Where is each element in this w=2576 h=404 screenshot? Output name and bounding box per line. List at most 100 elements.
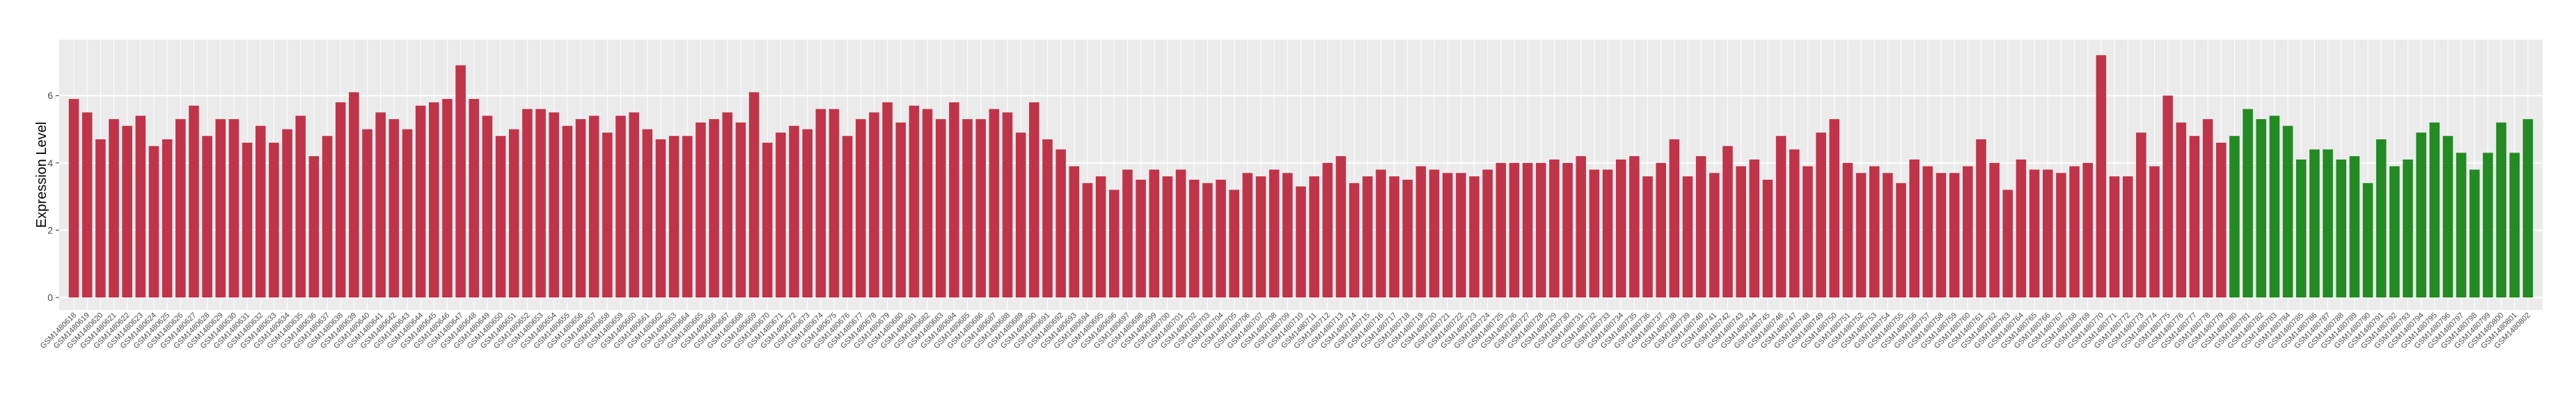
bar [1803,166,1813,298]
bar [935,119,946,298]
bar [135,116,146,298]
bar [2282,125,2293,298]
bar [2176,122,2187,298]
bar [1989,162,2000,298]
bar [682,136,693,298]
bar [1136,180,1146,298]
bar [642,129,653,298]
bar [308,156,320,298]
bar [575,119,586,298]
bar [696,122,706,298]
bar [1695,156,1706,298]
bar [2002,189,2013,298]
bar [1509,162,1520,298]
bar [282,129,292,298]
bar [2416,132,2426,298]
bar [122,125,132,298]
bar [1429,169,1440,298]
bar [989,109,1000,298]
bar [1415,166,1427,298]
bar [2375,139,2387,298]
bar [1322,162,1333,298]
bar [2029,169,2040,298]
bar [1576,156,1587,298]
bar [469,99,480,298]
bar [1002,112,1013,298]
bar [2189,136,2200,298]
bar [1883,173,1893,298]
bar [1722,146,1733,298]
bar [602,132,613,298]
bar [1282,173,1293,298]
bar [335,102,346,298]
bar [882,102,893,298]
y-tick-label: 6 [47,90,53,101]
bar [1642,176,1653,298]
bar [2136,132,2146,298]
bar [228,119,239,298]
bar [1149,169,1160,298]
bar [1095,176,1106,298]
bar [668,136,680,298]
bar [362,129,372,298]
bar [1402,180,1413,298]
bar [442,99,453,298]
bar [975,119,987,298]
bar [1816,132,1826,298]
bar [1456,173,1466,298]
bar [402,129,413,298]
bar [588,116,599,298]
bar [2162,95,2173,298]
bar [748,92,760,298]
bar [1269,169,1280,298]
bar [1736,166,1746,298]
bar [1188,180,1200,298]
bar [1749,160,1760,298]
bar [1082,182,1093,298]
bar [1949,173,1960,298]
bar [429,102,439,298]
bar [1935,173,1947,298]
bar [869,112,879,298]
bar [802,129,812,298]
bar [2096,55,2107,298]
bar [1175,169,1186,298]
bar [215,119,226,298]
bar [2309,149,2320,298]
bar [1589,169,1600,298]
bar [269,142,279,298]
bar [349,92,359,298]
bar [2456,153,2467,298]
bar [2016,160,2027,298]
bar [95,139,106,298]
bar [735,122,746,298]
bar [709,119,719,298]
bar [1976,139,1986,298]
bar [962,119,973,298]
bar [522,109,533,298]
bar [535,109,546,298]
bar [68,99,79,298]
bar [2522,119,2534,298]
bar [1389,176,1399,298]
bar [1162,176,1173,298]
bar [1442,173,1453,298]
bar [2323,149,2333,298]
bar [2069,166,2080,298]
bar [1349,182,1360,298]
bar [322,136,333,298]
y-tick-label: 0 [47,292,53,303]
bar [1522,162,1533,298]
bar [2229,136,2240,298]
bar [2149,166,2160,298]
bar [1229,189,1239,298]
bar [1482,169,1493,298]
bar [162,139,173,298]
bar [549,112,559,298]
bar [909,105,920,298]
bar [1629,156,1640,298]
bar [1869,166,1880,298]
bar [1015,132,1026,298]
bar [895,122,906,298]
bar [455,65,466,298]
